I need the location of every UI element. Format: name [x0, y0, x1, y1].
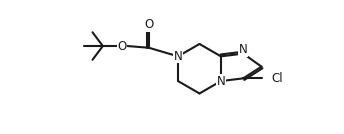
- Text: N: N: [239, 43, 248, 56]
- Text: O: O: [144, 18, 153, 31]
- Text: N: N: [216, 75, 225, 88]
- Text: O: O: [117, 40, 127, 53]
- Text: Cl: Cl: [272, 72, 283, 85]
- Text: N: N: [174, 50, 182, 63]
